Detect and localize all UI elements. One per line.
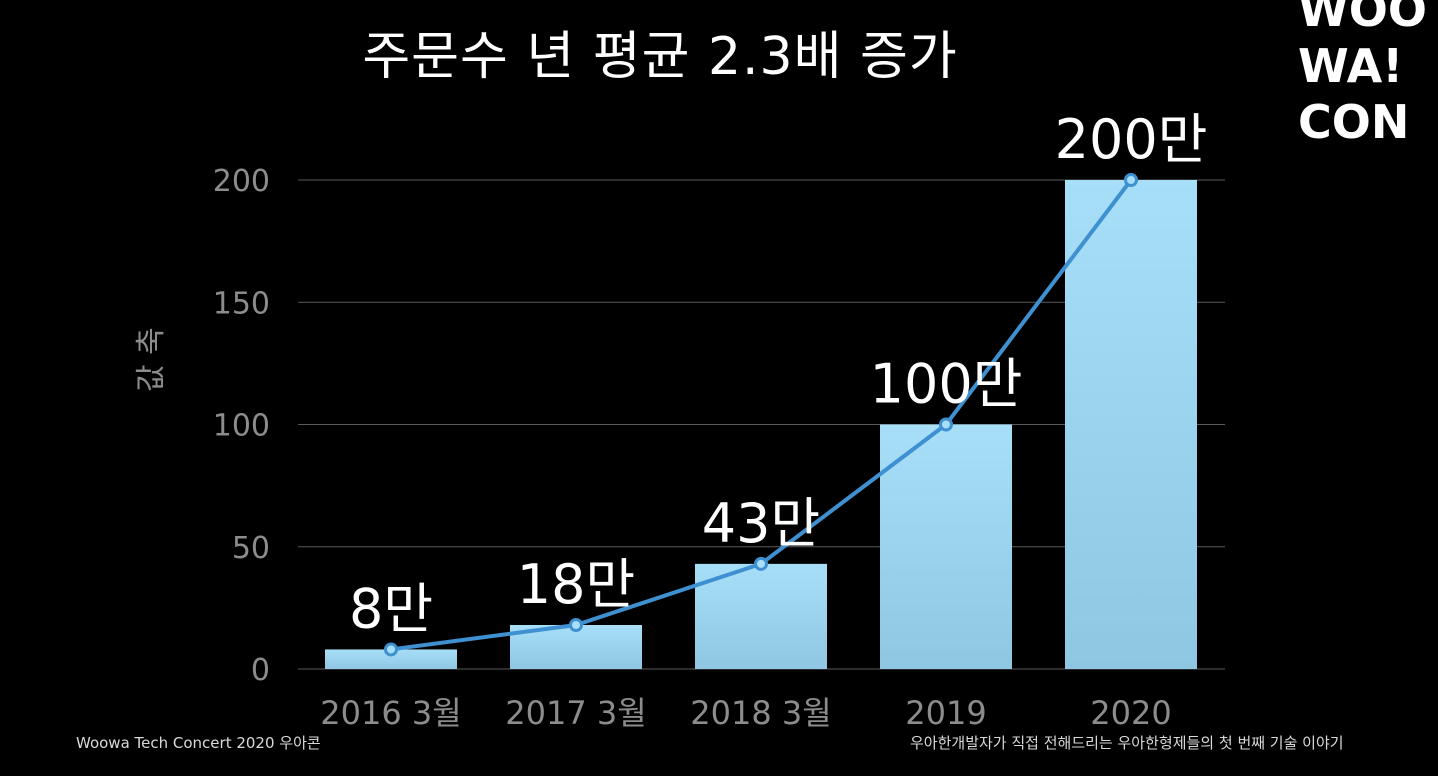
data-label-1: 8만 <box>349 577 433 640</box>
footer-tagline: 우아한개발자가 직접 전해드리는 우아한형제들의 첫 번째 기술 이야기 <box>910 734 1344 752</box>
trend-point-1 <box>384 642 398 657</box>
data-label-5: 200만 <box>1055 108 1208 171</box>
y-tick-label: 150 <box>213 286 270 321</box>
trend-point-5 <box>1124 173 1138 187</box>
logo-line-2: WA! <box>1298 39 1403 93</box>
logo-line-1: WOO <box>1298 0 1427 37</box>
bar-4 <box>880 424 1012 669</box>
logo-line-3: CON <box>1298 95 1409 149</box>
trend-point-2 <box>569 617 583 632</box>
slide-title: 주문수 년 평균 2.3배 증가 <box>362 27 958 87</box>
bar-3 <box>695 563 827 669</box>
footer-event-name: Woowa Tech Concert 2020 우아콘 <box>76 734 321 752</box>
y-tick-label: 0 <box>251 653 270 688</box>
x-tick-label: 2016 3월 <box>320 694 461 732</box>
y-axis-label: 값 축 <box>134 327 169 392</box>
trend-point-3 <box>754 556 768 571</box>
data-label-2: 18만 <box>517 553 635 616</box>
bar-5 <box>1065 180 1197 669</box>
x-tick-label: 2018 3월 <box>690 694 831 732</box>
data-label-4: 100만 <box>870 353 1023 416</box>
trend-point-4 <box>939 417 953 432</box>
woowacon-logo: WOO WA! CON <box>1296 0 1438 152</box>
y-tick-label: 50 <box>232 531 270 566</box>
x-tick-label: 2019 <box>905 694 986 732</box>
x-tick-label: 2017 3월 <box>505 694 646 732</box>
x-tick-label: 2020 <box>1090 694 1171 732</box>
y-tick-label: 200 <box>213 164 270 199</box>
bar-1 <box>325 649 457 669</box>
data-label-3: 43만 <box>702 492 820 555</box>
y-tick-label: 100 <box>213 409 270 444</box>
